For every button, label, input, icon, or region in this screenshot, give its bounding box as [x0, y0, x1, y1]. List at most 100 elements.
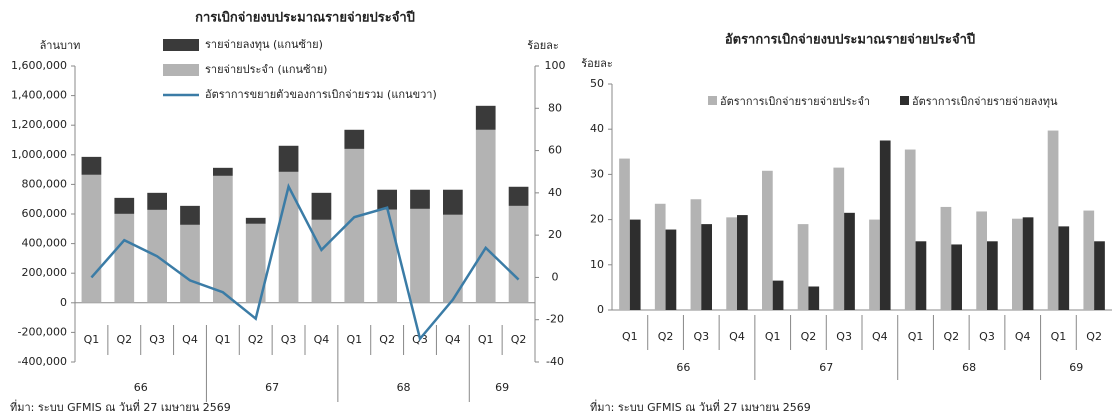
y-tick-label: 600,000	[22, 207, 68, 220]
y-tick-label: -400,000	[18, 355, 67, 368]
source: ที่มา: ระบบ GFMIS ณ วันที่ 27 เมษายน 256…	[10, 399, 231, 414]
bar-segment	[81, 156, 102, 175]
chart-title: อัตราการเบิกจ่ายงบประมาณรายจ่ายประจำปี	[725, 32, 975, 48]
x-tick-label: Q4	[182, 333, 198, 346]
group-label: 69	[495, 381, 509, 394]
bar	[619, 158, 630, 310]
bar	[844, 212, 855, 310]
bar	[665, 229, 677, 310]
bar	[762, 170, 773, 310]
line-series	[90, 182, 520, 342]
y2-tick-label: 40	[548, 186, 562, 199]
bar-segment	[443, 214, 463, 303]
y2-tick-label: 80	[548, 101, 562, 114]
y-tick-label: 800,000	[22, 177, 68, 190]
x-tick-label: Q4	[314, 333, 330, 346]
y-axis-label: ล้านบาท	[40, 39, 81, 52]
legend-swatch	[163, 39, 199, 51]
bar-segment	[443, 189, 463, 215]
bar	[654, 203, 666, 310]
x-tick-label: Q3	[693, 330, 709, 343]
group-label: 69	[1069, 361, 1083, 374]
bar	[833, 167, 845, 310]
x-tick-label: Q2	[511, 333, 527, 346]
x-tick-label: Q1	[908, 330, 924, 343]
source: ที่มา: ระบบ GFMIS ณ วันที่ 27 เมษายน 256…	[590, 399, 811, 414]
bar-segment	[180, 205, 200, 225]
bar-segment	[278, 145, 299, 172]
y2-tick-label: 0	[552, 270, 559, 283]
x-tick-label: Q2	[116, 333, 132, 346]
legend-label: รายจ่ายประจำ (แกนซ้าย)	[205, 63, 327, 76]
bar	[1094, 241, 1105, 310]
x-tick-label: Q2	[943, 330, 959, 343]
legend-swatch	[900, 96, 909, 105]
legend-label: อัตราการขยายตัวของการเบิกจ่ายรวม (แกนขวา…	[205, 88, 437, 101]
x-tick-label: Q1	[478, 333, 494, 346]
y-axis-label: ร้อยละ	[581, 57, 613, 70]
bar-segment	[410, 208, 430, 303]
bar-segment	[311, 192, 332, 220]
x-tick-label: Q3	[979, 330, 995, 343]
x-tick-label: Q1	[346, 333, 362, 346]
y-tick-label: -200,000	[18, 325, 67, 338]
bar	[1047, 130, 1059, 310]
bar-segment	[245, 217, 266, 224]
bar-segment	[377, 209, 397, 303]
bar-segment	[410, 189, 430, 209]
x-tick-label: Q2	[1086, 330, 1102, 343]
x-tick-label: Q3	[836, 330, 852, 343]
bar	[772, 280, 784, 310]
y-tick-label: 400,000	[22, 237, 68, 250]
bar-segment	[508, 186, 529, 206]
bar	[726, 217, 737, 310]
bar-segment	[213, 167, 233, 176]
group-label: 66	[134, 381, 148, 394]
legend-label: รายจ่ายลงทุน (แกนซ้าย)	[205, 38, 323, 51]
y2-tick-label: 60	[548, 144, 562, 157]
bar	[629, 219, 641, 310]
y-tick-label: 1,600,000	[11, 59, 67, 72]
bar	[690, 199, 702, 310]
bar	[1022, 217, 1034, 310]
bar	[976, 211, 987, 310]
bar	[879, 140, 891, 310]
bar-segment	[475, 105, 496, 130]
group-label: 67	[265, 381, 279, 394]
y-tick-label: 1,400,000	[11, 89, 67, 102]
y2-tick-label: 100	[545, 59, 566, 72]
x-tick-label: Q1	[215, 333, 231, 346]
y-tick-label: 1,000,000	[11, 148, 67, 161]
x-tick-label: Q4	[445, 333, 461, 346]
bar	[737, 215, 748, 310]
x-tick-label: Q4	[872, 330, 888, 343]
x-tick-label: Q1	[765, 330, 781, 343]
x-tick-label: Q1	[84, 333, 100, 346]
bar	[797, 224, 809, 310]
bar-segment	[344, 129, 365, 149]
legend-swatch	[708, 96, 717, 105]
y2-tick-label: -40	[546, 355, 564, 368]
legend-swatch	[163, 64, 199, 76]
y2-tick-label: 20	[548, 228, 562, 241]
x-tick-label: Q2	[379, 333, 395, 346]
x-tick-label: Q4	[1015, 330, 1031, 343]
bar	[987, 241, 998, 310]
x-tick-label: Q2	[658, 330, 674, 343]
chart-title: การเบิกจ่ายงบประมาณรายจ่ายประจำปี	[195, 10, 415, 26]
y-tick-label: 50	[590, 77, 604, 90]
y-tick-label: 0	[60, 296, 67, 309]
bar-segment	[475, 129, 496, 303]
bar	[1058, 226, 1070, 310]
bar-segment	[377, 189, 397, 210]
bar	[808, 286, 820, 310]
y2-axis-label: ร้อยละ	[527, 39, 559, 52]
bar-segment	[213, 175, 233, 303]
legend-label: อัตราการเบิกจ่ายรายจ่ายลงทุน	[912, 95, 1058, 108]
bar-segment	[114, 213, 135, 303]
y-tick-label: 20	[590, 213, 604, 226]
x-tick-label: Q3	[281, 333, 297, 346]
y-tick-label: 30	[590, 167, 604, 180]
x-tick-label: Q4	[729, 330, 745, 343]
